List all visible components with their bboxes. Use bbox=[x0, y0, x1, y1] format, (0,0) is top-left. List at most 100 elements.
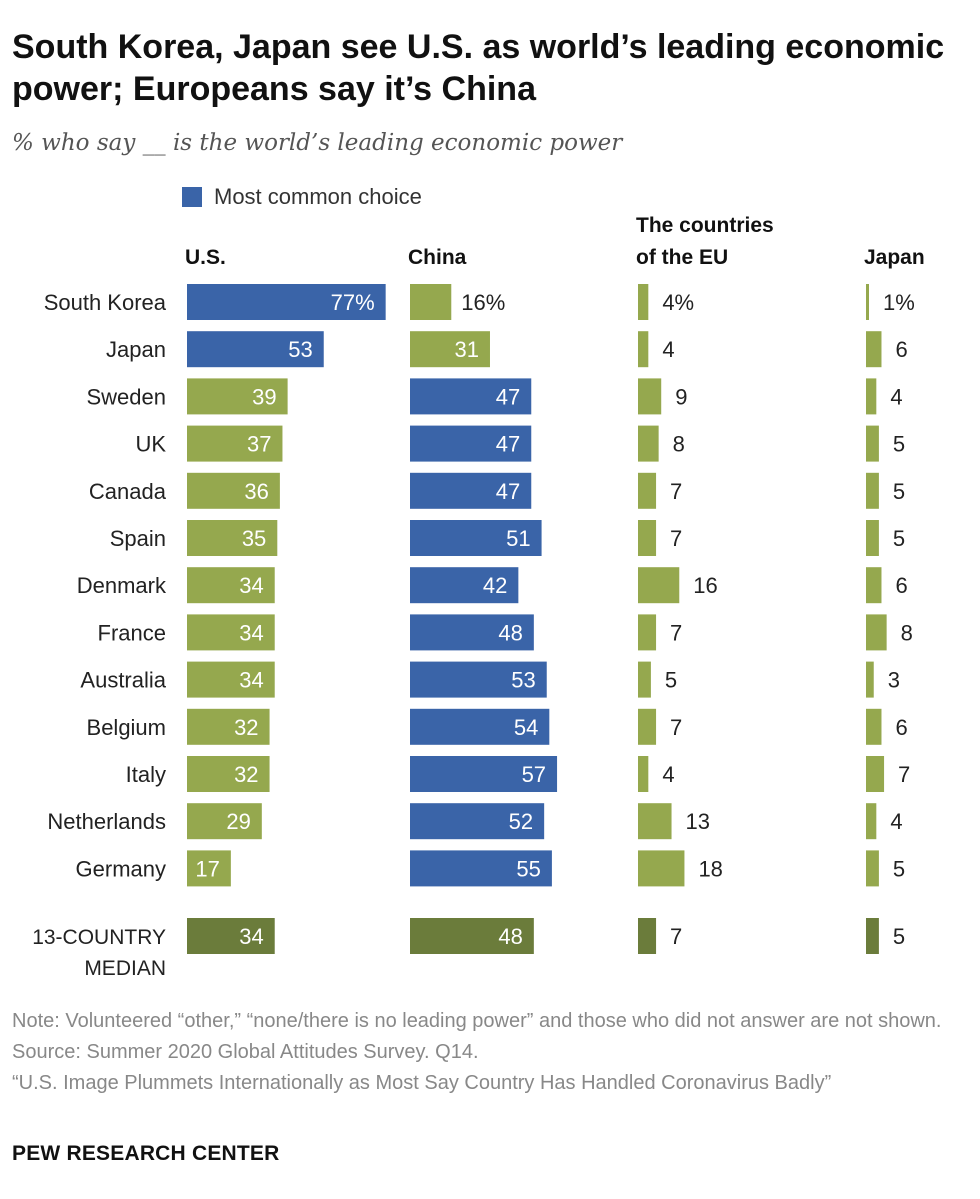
sweden-u-s-value: 39 bbox=[252, 384, 276, 409]
denmark-the-countries-of-the-eu-bar bbox=[638, 567, 680, 604]
column-header-u-s: U.S. bbox=[185, 246, 226, 269]
uk-the-countries-of-the-eu-value: 8 bbox=[673, 432, 685, 457]
canada-china-value: 47 bbox=[496, 479, 520, 504]
italy-the-countries-of-the-eu-value: 4 bbox=[662, 762, 674, 787]
denmark-the-countries-of-the-eu-value: 16 bbox=[693, 573, 717, 598]
south-korea-china-bar bbox=[410, 284, 452, 320]
sweden-china-bar bbox=[410, 378, 532, 415]
south-korea-japan-bar bbox=[866, 284, 869, 320]
belgium-china-value: 54 bbox=[514, 715, 538, 740]
belgium-the-countries-of-the-eu-value: 7 bbox=[670, 715, 682, 740]
column-header-the-countries-of-the-eu: The countries of the EU bbox=[636, 214, 774, 269]
germany-the-countries-of-the-eu-value: 18 bbox=[698, 856, 722, 881]
france-the-countries-of-the-eu-bar bbox=[638, 614, 657, 651]
canada-the-countries-of-the-eu-value: 7 bbox=[670, 479, 682, 504]
canada-u-s-bar bbox=[187, 472, 280, 509]
spain-the-countries-of-the-eu-value: 7 bbox=[670, 526, 682, 551]
france-china-value: 48 bbox=[498, 620, 522, 645]
netherlands-japan-bar bbox=[866, 803, 877, 840]
spain-china-value: 51 bbox=[506, 526, 530, 551]
australia-u-s-bar bbox=[187, 661, 275, 698]
france-china-bar bbox=[410, 614, 534, 651]
row-label-uk: UK bbox=[135, 432, 166, 457]
column-header-japan: Japan bbox=[864, 246, 925, 269]
italy-japan-value: 7 bbox=[898, 762, 910, 787]
south-korea-japan-value: 1% bbox=[883, 290, 915, 315]
row-label-germany: Germany bbox=[76, 856, 166, 881]
report-title: “U.S. Image Plummets Internationally as … bbox=[12, 1072, 832, 1094]
source-text: Source: Summer 2020 Global Attitudes Sur… bbox=[12, 1041, 479, 1063]
sweden-u-s-bar bbox=[187, 378, 288, 415]
row-label-italy: Italy bbox=[126, 762, 166, 787]
japan-japan-bar bbox=[866, 331, 882, 368]
australia-the-countries-of-the-eu-value: 5 bbox=[665, 668, 677, 693]
netherlands-the-countries-of-the-eu-value: 13 bbox=[686, 809, 710, 834]
japan-china-value: 31 bbox=[454, 337, 478, 362]
row-label-australia: Australia bbox=[80, 668, 166, 693]
belgium-u-s-value: 32 bbox=[234, 715, 258, 740]
denmark-japan-bar bbox=[866, 567, 882, 604]
south-korea-china-value: 16% bbox=[461, 290, 505, 315]
france-the-countries-of-the-eu-value: 7 bbox=[670, 620, 682, 645]
spain-u-s-value: 35 bbox=[242, 526, 266, 551]
spain-japan-bar bbox=[866, 520, 879, 556]
canada-japan-value: 5 bbox=[893, 479, 905, 504]
france-japan-bar bbox=[866, 614, 887, 651]
uk-china-value: 47 bbox=[496, 432, 520, 457]
median-u-s-value: 34 bbox=[239, 924, 263, 949]
spain-u-s-bar bbox=[187, 520, 278, 556]
uk-the-countries-of-the-eu-bar bbox=[638, 425, 659, 462]
netherlands-japan-value: 4 bbox=[890, 809, 902, 834]
belgium-japan-bar bbox=[866, 708, 882, 745]
sweden-the-countries-of-the-eu-bar bbox=[638, 378, 662, 415]
australia-china-bar bbox=[410, 661, 547, 698]
denmark-japan-value: 6 bbox=[895, 573, 907, 598]
germany-u-s-value: 17 bbox=[195, 856, 219, 881]
brand-logo: PEW RESEARCH CENTER bbox=[12, 1142, 280, 1165]
south-korea-u-s-value: 77% bbox=[331, 290, 375, 315]
australia-japan-bar bbox=[866, 661, 874, 698]
median-japan-value: 5 bbox=[893, 924, 905, 949]
canada-china-bar bbox=[410, 472, 532, 509]
row-label-south-korea: South Korea bbox=[44, 290, 167, 315]
chart-title: South Korea, Japan see U.S. as world’s l… bbox=[12, 28, 945, 108]
germany-china-bar bbox=[410, 850, 552, 887]
spain-japan-value: 5 bbox=[893, 526, 905, 551]
uk-japan-bar bbox=[866, 425, 879, 462]
germany-japan-value: 5 bbox=[893, 856, 905, 881]
netherlands-u-s-value: 29 bbox=[226, 809, 250, 834]
column-header-china: China bbox=[408, 246, 467, 269]
denmark-china-value: 42 bbox=[483, 573, 507, 598]
canada-u-s-value: 36 bbox=[244, 479, 268, 504]
japan-u-s-value: 53 bbox=[288, 337, 312, 362]
south-korea-u-s-bar bbox=[187, 284, 386, 320]
italy-japan-bar bbox=[866, 756, 885, 792]
bar-chart: U.S. China The countries of the EU Japan Sout… bbox=[32, 214, 925, 980]
italy-u-s-value: 32 bbox=[234, 762, 258, 787]
row-label-denmark: Denmark bbox=[77, 573, 167, 598]
sweden-china-value: 47 bbox=[496, 384, 520, 409]
median-the-countries-of-the-eu-value: 7 bbox=[670, 924, 682, 949]
sweden-japan-bar bbox=[866, 378, 877, 415]
canada-japan-bar bbox=[866, 472, 879, 509]
germany-the-countries-of-the-eu-bar bbox=[638, 850, 685, 887]
belgium-japan-value: 6 bbox=[895, 715, 907, 740]
median-label-line2: MEDIAN bbox=[84, 957, 166, 980]
uk-japan-value: 5 bbox=[893, 432, 905, 457]
france-u-s-bar bbox=[187, 614, 275, 651]
sweden-the-countries-of-the-eu-value: 9 bbox=[675, 384, 687, 409]
netherlands-the-countries-of-the-eu-bar bbox=[638, 803, 672, 840]
japan-u-s-bar bbox=[187, 331, 324, 368]
canada-the-countries-of-the-eu-bar bbox=[638, 472, 657, 509]
australia-the-countries-of-the-eu-bar bbox=[638, 661, 651, 698]
median-japan-bar bbox=[866, 918, 879, 954]
italy-china-bar bbox=[410, 756, 558, 792]
italy-u-s-bar bbox=[187, 756, 270, 792]
japan-china-bar bbox=[410, 331, 490, 368]
denmark-u-s-bar bbox=[187, 567, 275, 604]
chart-subtitle: % who say __ is the world’s leading econ… bbox=[12, 130, 623, 156]
germany-u-s-bar bbox=[187, 850, 231, 887]
uk-china-bar bbox=[410, 425, 532, 462]
median-china-bar bbox=[410, 918, 534, 954]
row-label-japan: Japan bbox=[106, 337, 166, 362]
